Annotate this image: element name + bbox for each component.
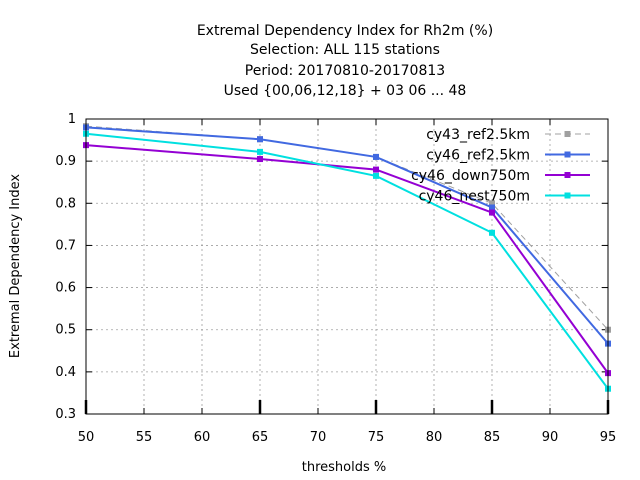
y-tick-label: 0.8 bbox=[55, 196, 76, 211]
data-point-cy46_nest750m bbox=[373, 172, 379, 179]
title-line-2: Selection: ALL 115 stations bbox=[250, 42, 440, 58]
y-tick-label: 1 bbox=[68, 112, 76, 127]
legend-label: cy46_down750m bbox=[411, 168, 530, 184]
legend-label: cy46_ref2.5km bbox=[426, 148, 530, 164]
y-tick-label: 0.7 bbox=[55, 238, 76, 253]
data-point-cy46_ref2.5km bbox=[257, 136, 263, 143]
data-point-cy46_ref2.5km bbox=[489, 204, 495, 211]
data-point-cy46_down750m bbox=[257, 156, 263, 163]
data-point-cy46_down750m bbox=[373, 166, 379, 173]
y-tick-label: 0.5 bbox=[55, 323, 76, 338]
data-point-cy46_nest750m bbox=[257, 148, 263, 155]
x-tick-label: 50 bbox=[78, 430, 95, 445]
title-line-4: Used {00,06,12,18} + 03 06 ... 48 bbox=[224, 83, 467, 99]
series-layer bbox=[83, 123, 611, 392]
data-point-cy46_down750m bbox=[489, 209, 495, 216]
x-tick-label: 75 bbox=[368, 430, 385, 445]
data-point-cy46_nest750m bbox=[489, 229, 495, 236]
title-line-3: Period: 20170810-20170813 bbox=[245, 63, 445, 79]
x-tick-label: 60 bbox=[194, 430, 211, 445]
chart-title: Extremal Dependency Index for Rh2m (%) S… bbox=[197, 23, 493, 99]
legend-marker bbox=[564, 131, 571, 137]
x-tick-label: 70 bbox=[310, 430, 327, 445]
y-axis-label: Extremal Dependency Index bbox=[8, 174, 23, 358]
y-tick-label: 0.3 bbox=[55, 407, 76, 422]
x-tick-label: 90 bbox=[542, 430, 559, 445]
legend-marker bbox=[564, 172, 571, 178]
grid bbox=[86, 119, 608, 414]
x-tick-label: 85 bbox=[484, 430, 501, 445]
legend-label: cy46_nest750m bbox=[419, 189, 530, 205]
x-tick-label: 80 bbox=[426, 430, 443, 445]
y-tick-label: 0.4 bbox=[55, 365, 76, 380]
legend-marker bbox=[564, 192, 571, 199]
data-point-cy46_ref2.5km bbox=[373, 153, 379, 160]
x-tick-label: 55 bbox=[136, 430, 153, 445]
legend-marker bbox=[564, 151, 571, 158]
plot-frame bbox=[85, 118, 609, 415]
y-tick-label: 0.6 bbox=[55, 281, 76, 296]
ticks: 0.3 0.4 0.5 0.6 0.7 0.8 0.9 1 50 55 60 65 70 75 80 85 90… bbox=[55, 112, 616, 445]
legend: cy43_ref2.5km cy46_ref2.5km cy46_down750mc… bbox=[411, 127, 590, 205]
data-point-cy43_ref2.5km bbox=[489, 200, 495, 207]
x-tick-label: 65 bbox=[252, 430, 269, 445]
x-tick-label: 95 bbox=[600, 430, 617, 445]
y-tick-label: 0.9 bbox=[55, 154, 76, 169]
legend-label: cy43_ref2.5km bbox=[426, 127, 530, 143]
title-line-1: Extremal Dependency Index for Rh2m (%) bbox=[197, 23, 493, 39]
x-axis-label: thresholds % bbox=[302, 460, 386, 475]
